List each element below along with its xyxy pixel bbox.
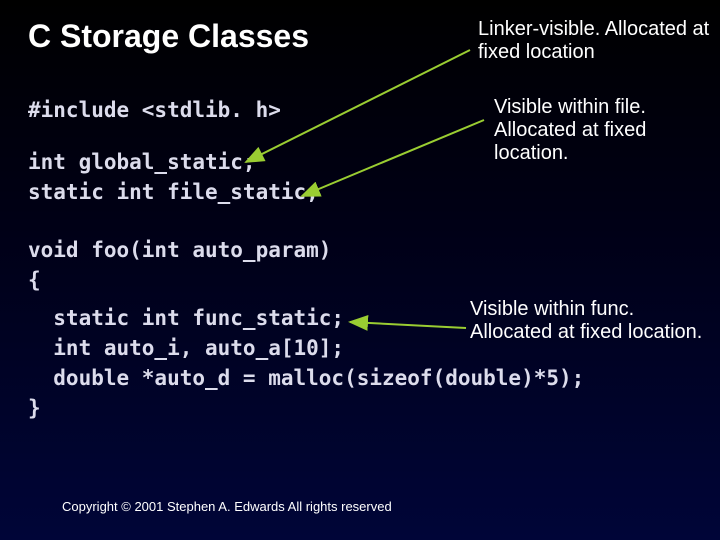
code-func-static: static int func_static; (28, 306, 344, 330)
code-include: #include <stdlib. h> (28, 98, 281, 122)
arrows-overlay (0, 0, 720, 540)
annotation-linker: Linker-visible. Allocated at fixed locat… (478, 18, 720, 64)
code-file-static: static int file_static; (28, 180, 319, 204)
slide-title: C Storage Classes (28, 18, 309, 55)
code-func-decl: void foo(int auto_param) (28, 238, 331, 262)
copyright-text: Copyright © 2001 Stephen A. Edwards All … (62, 499, 392, 514)
annotation-func: Visible within func. Allocated at fixed … (470, 298, 720, 344)
code-brace-open: { (28, 268, 41, 292)
code-malloc: double *auto_d = malloc(sizeof(double)*5… (28, 366, 584, 390)
code-brace-close: } (28, 396, 41, 420)
annotation-file: Visible within file. Allocated at fixed … (494, 96, 720, 165)
code-global-static: int global_static; (28, 150, 256, 174)
code-auto-vars: int auto_i, auto_a[10]; (28, 336, 344, 360)
